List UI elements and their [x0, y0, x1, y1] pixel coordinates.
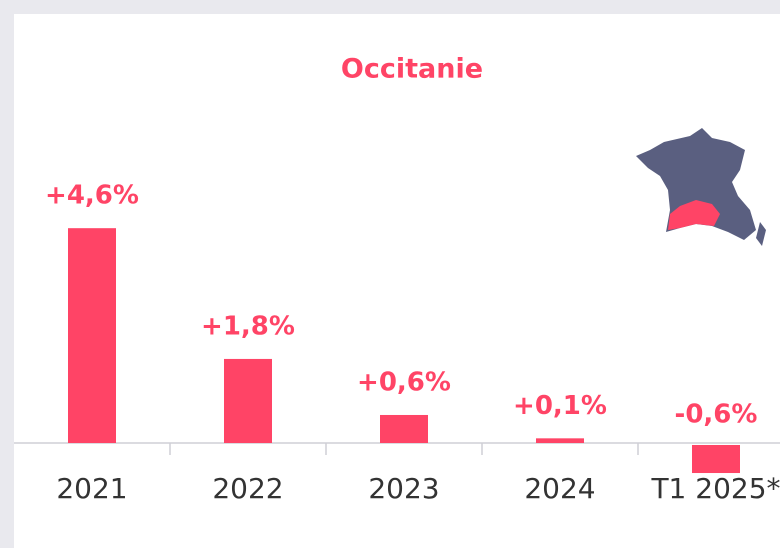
x-tick-label: 2024 — [524, 472, 595, 505]
bar — [224, 358, 272, 443]
x-tick-label: T1 2025* — [650, 472, 780, 505]
x-tick-label: 2022 — [212, 472, 283, 505]
bar — [68, 228, 116, 443]
separators — [169, 443, 639, 455]
x-tick-label: 2021 — [56, 472, 127, 505]
value-label: -0,6% — [675, 400, 758, 430]
bar — [692, 445, 740, 474]
chart-title: Occitanie — [341, 54, 483, 85]
bar — [380, 414, 428, 443]
panel — [14, 14, 780, 548]
value-label: +1,8% — [201, 311, 295, 341]
x-tick-label: 2023 — [368, 472, 439, 505]
bar — [536, 438, 584, 443]
value-label: +4,6% — [45, 181, 139, 211]
map-france — [636, 128, 766, 246]
value-label: +0,1% — [513, 391, 607, 421]
value-label: +0,6% — [357, 367, 451, 397]
